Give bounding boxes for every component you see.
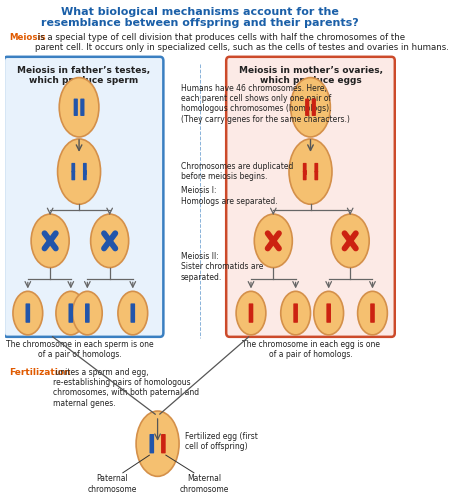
Ellipse shape <box>31 214 69 268</box>
FancyBboxPatch shape <box>315 171 318 180</box>
FancyBboxPatch shape <box>303 171 307 180</box>
FancyBboxPatch shape <box>315 163 318 172</box>
FancyBboxPatch shape <box>74 98 78 116</box>
Text: is a special type of cell division that produces cells with half the chromosomes: is a special type of cell division that … <box>35 33 449 52</box>
Ellipse shape <box>254 214 292 268</box>
Ellipse shape <box>118 292 148 335</box>
Text: Fertilization: Fertilization <box>9 368 70 376</box>
Text: Maternal
chromosome: Maternal chromosome <box>180 474 229 494</box>
Ellipse shape <box>358 292 387 335</box>
Text: Fertilized egg (first
cell of offspring): Fertilized egg (first cell of offspring) <box>185 432 258 451</box>
Ellipse shape <box>58 139 101 204</box>
Ellipse shape <box>314 292 343 335</box>
FancyBboxPatch shape <box>326 304 331 323</box>
Text: Paternal
chromosome: Paternal chromosome <box>88 474 137 494</box>
Ellipse shape <box>56 292 86 335</box>
FancyBboxPatch shape <box>293 304 298 323</box>
FancyBboxPatch shape <box>26 304 30 323</box>
FancyBboxPatch shape <box>249 304 254 323</box>
Text: resemblance between offspring and their parents?: resemblance between offspring and their … <box>41 18 359 28</box>
FancyBboxPatch shape <box>80 98 85 116</box>
FancyBboxPatch shape <box>305 98 309 116</box>
Ellipse shape <box>289 139 332 204</box>
FancyBboxPatch shape <box>83 163 87 172</box>
Text: Chromosomes are duplicated
before meiosis begins.: Chromosomes are duplicated before meiosi… <box>181 162 293 181</box>
Ellipse shape <box>72 292 102 335</box>
Ellipse shape <box>291 78 330 137</box>
FancyBboxPatch shape <box>149 434 154 454</box>
Text: Meiosis I:
Homologs are separated.: Meiosis I: Homologs are separated. <box>181 186 277 206</box>
FancyBboxPatch shape <box>83 171 87 180</box>
FancyBboxPatch shape <box>71 171 75 180</box>
FancyBboxPatch shape <box>312 98 316 116</box>
Text: unites a sperm and egg,
re-establishing pairs of homologous
chromosomes, with bo: unites a sperm and egg, re-establishing … <box>53 368 199 408</box>
Ellipse shape <box>236 292 266 335</box>
FancyBboxPatch shape <box>69 304 73 323</box>
FancyBboxPatch shape <box>71 163 75 172</box>
FancyBboxPatch shape <box>85 304 90 323</box>
FancyBboxPatch shape <box>226 57 395 337</box>
Text: What biological mechanisms account for the: What biological mechanisms account for t… <box>61 8 339 18</box>
FancyBboxPatch shape <box>131 304 135 323</box>
Ellipse shape <box>136 411 179 476</box>
Ellipse shape <box>59 78 99 137</box>
Text: Meiosis in mother’s ovaries,
which produce eggs: Meiosis in mother’s ovaries, which produ… <box>238 66 383 85</box>
Ellipse shape <box>13 292 43 335</box>
FancyBboxPatch shape <box>161 434 166 454</box>
Ellipse shape <box>331 214 369 268</box>
Text: Meiosis: Meiosis <box>9 33 45 42</box>
FancyBboxPatch shape <box>303 163 307 172</box>
FancyBboxPatch shape <box>370 304 375 323</box>
Ellipse shape <box>91 214 129 268</box>
Text: The chromosome in each egg is one
of a pair of homologs.: The chromosome in each egg is one of a p… <box>242 340 379 359</box>
Text: Meiosis II:
Sister chromatids are
separated.: Meiosis II: Sister chromatids are separa… <box>181 252 263 282</box>
Ellipse shape <box>281 292 310 335</box>
Text: The chromosome in each sperm is one
of a pair of homologs.: The chromosome in each sperm is one of a… <box>6 340 154 359</box>
Text: Humans have 46 chromosomes. Here,
each parent cell shows only one pair of
homolo: Humans have 46 chromosomes. Here, each p… <box>181 84 350 124</box>
FancyBboxPatch shape <box>4 57 163 337</box>
Text: Meiosis in father’s testes,
which produce sperm: Meiosis in father’s testes, which produc… <box>17 66 150 85</box>
